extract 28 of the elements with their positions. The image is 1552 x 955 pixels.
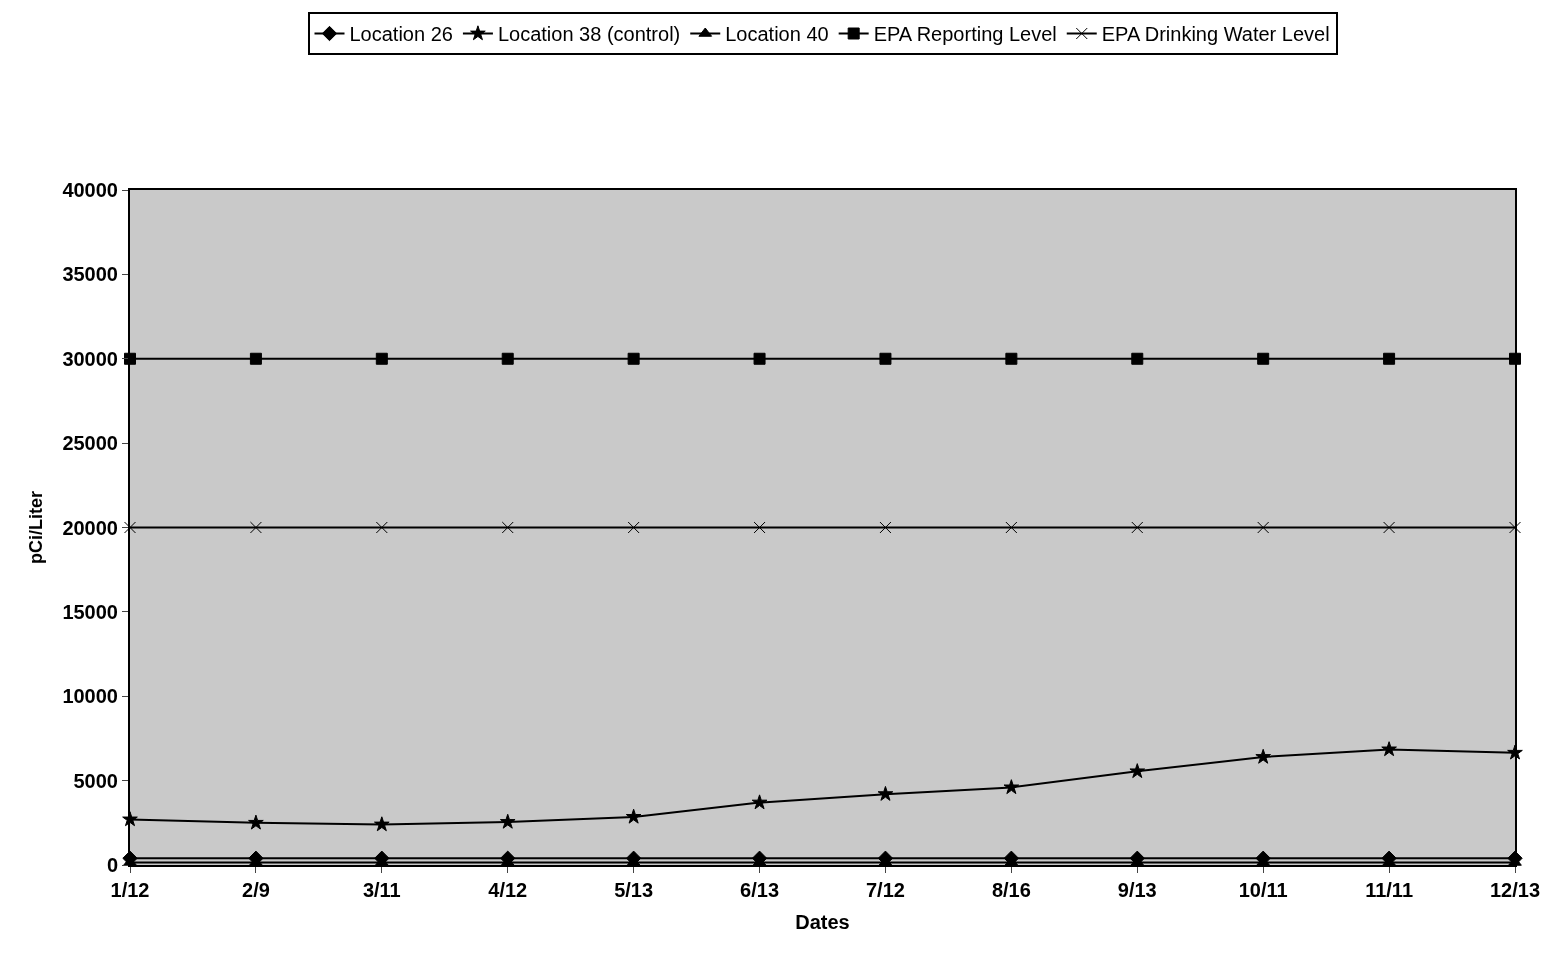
y-tick-label: 0 <box>106 854 118 876</box>
y-tick-label: 10000 <box>62 685 118 708</box>
x-tick-label: 5/13 <box>614 879 654 901</box>
x-tick-label: 11/11 <box>1365 879 1414 901</box>
x-tick-label: 2/9 <box>242 879 270 901</box>
x-tick-label: 7/12 <box>865 879 905 901</box>
x-axis-title: Dates <box>795 911 850 933</box>
legend-label: Location 38 (control) <box>497 23 681 46</box>
y-tick-label: 35000 <box>62 263 118 286</box>
y-tick-label: 40000 <box>62 179 118 201</box>
x-tick-label: 4/12 <box>488 879 528 901</box>
y-tick-label: 5000 <box>73 769 118 792</box>
x-tick-label: 8/16 <box>991 879 1031 901</box>
y-tick-label: 20000 <box>62 516 118 539</box>
y-tick-label: 30000 <box>62 347 118 370</box>
x-tick-label: 10/11 <box>1238 879 1288 901</box>
legend-label: Location 26 <box>349 23 453 46</box>
x-tick-label: 9/13 <box>1117 879 1157 901</box>
x-tick-label: 1/12 <box>110 879 150 901</box>
legend-label: Location 40 <box>725 23 829 46</box>
legend-label: EPA Reporting Level <box>873 23 1057 46</box>
x-tick-label: 6/13 <box>740 879 780 901</box>
y-tick-label: 15000 <box>62 600 118 623</box>
x-tick-label: 12/13 <box>1489 879 1541 901</box>
y-axis-title: pCi/Liter <box>26 490 47 565</box>
y-tick-label: 25000 <box>62 432 118 455</box>
legend-label: EPA Drinking Water Level <box>1101 23 1330 46</box>
x-tick-label: 3/11 <box>362 879 401 901</box>
